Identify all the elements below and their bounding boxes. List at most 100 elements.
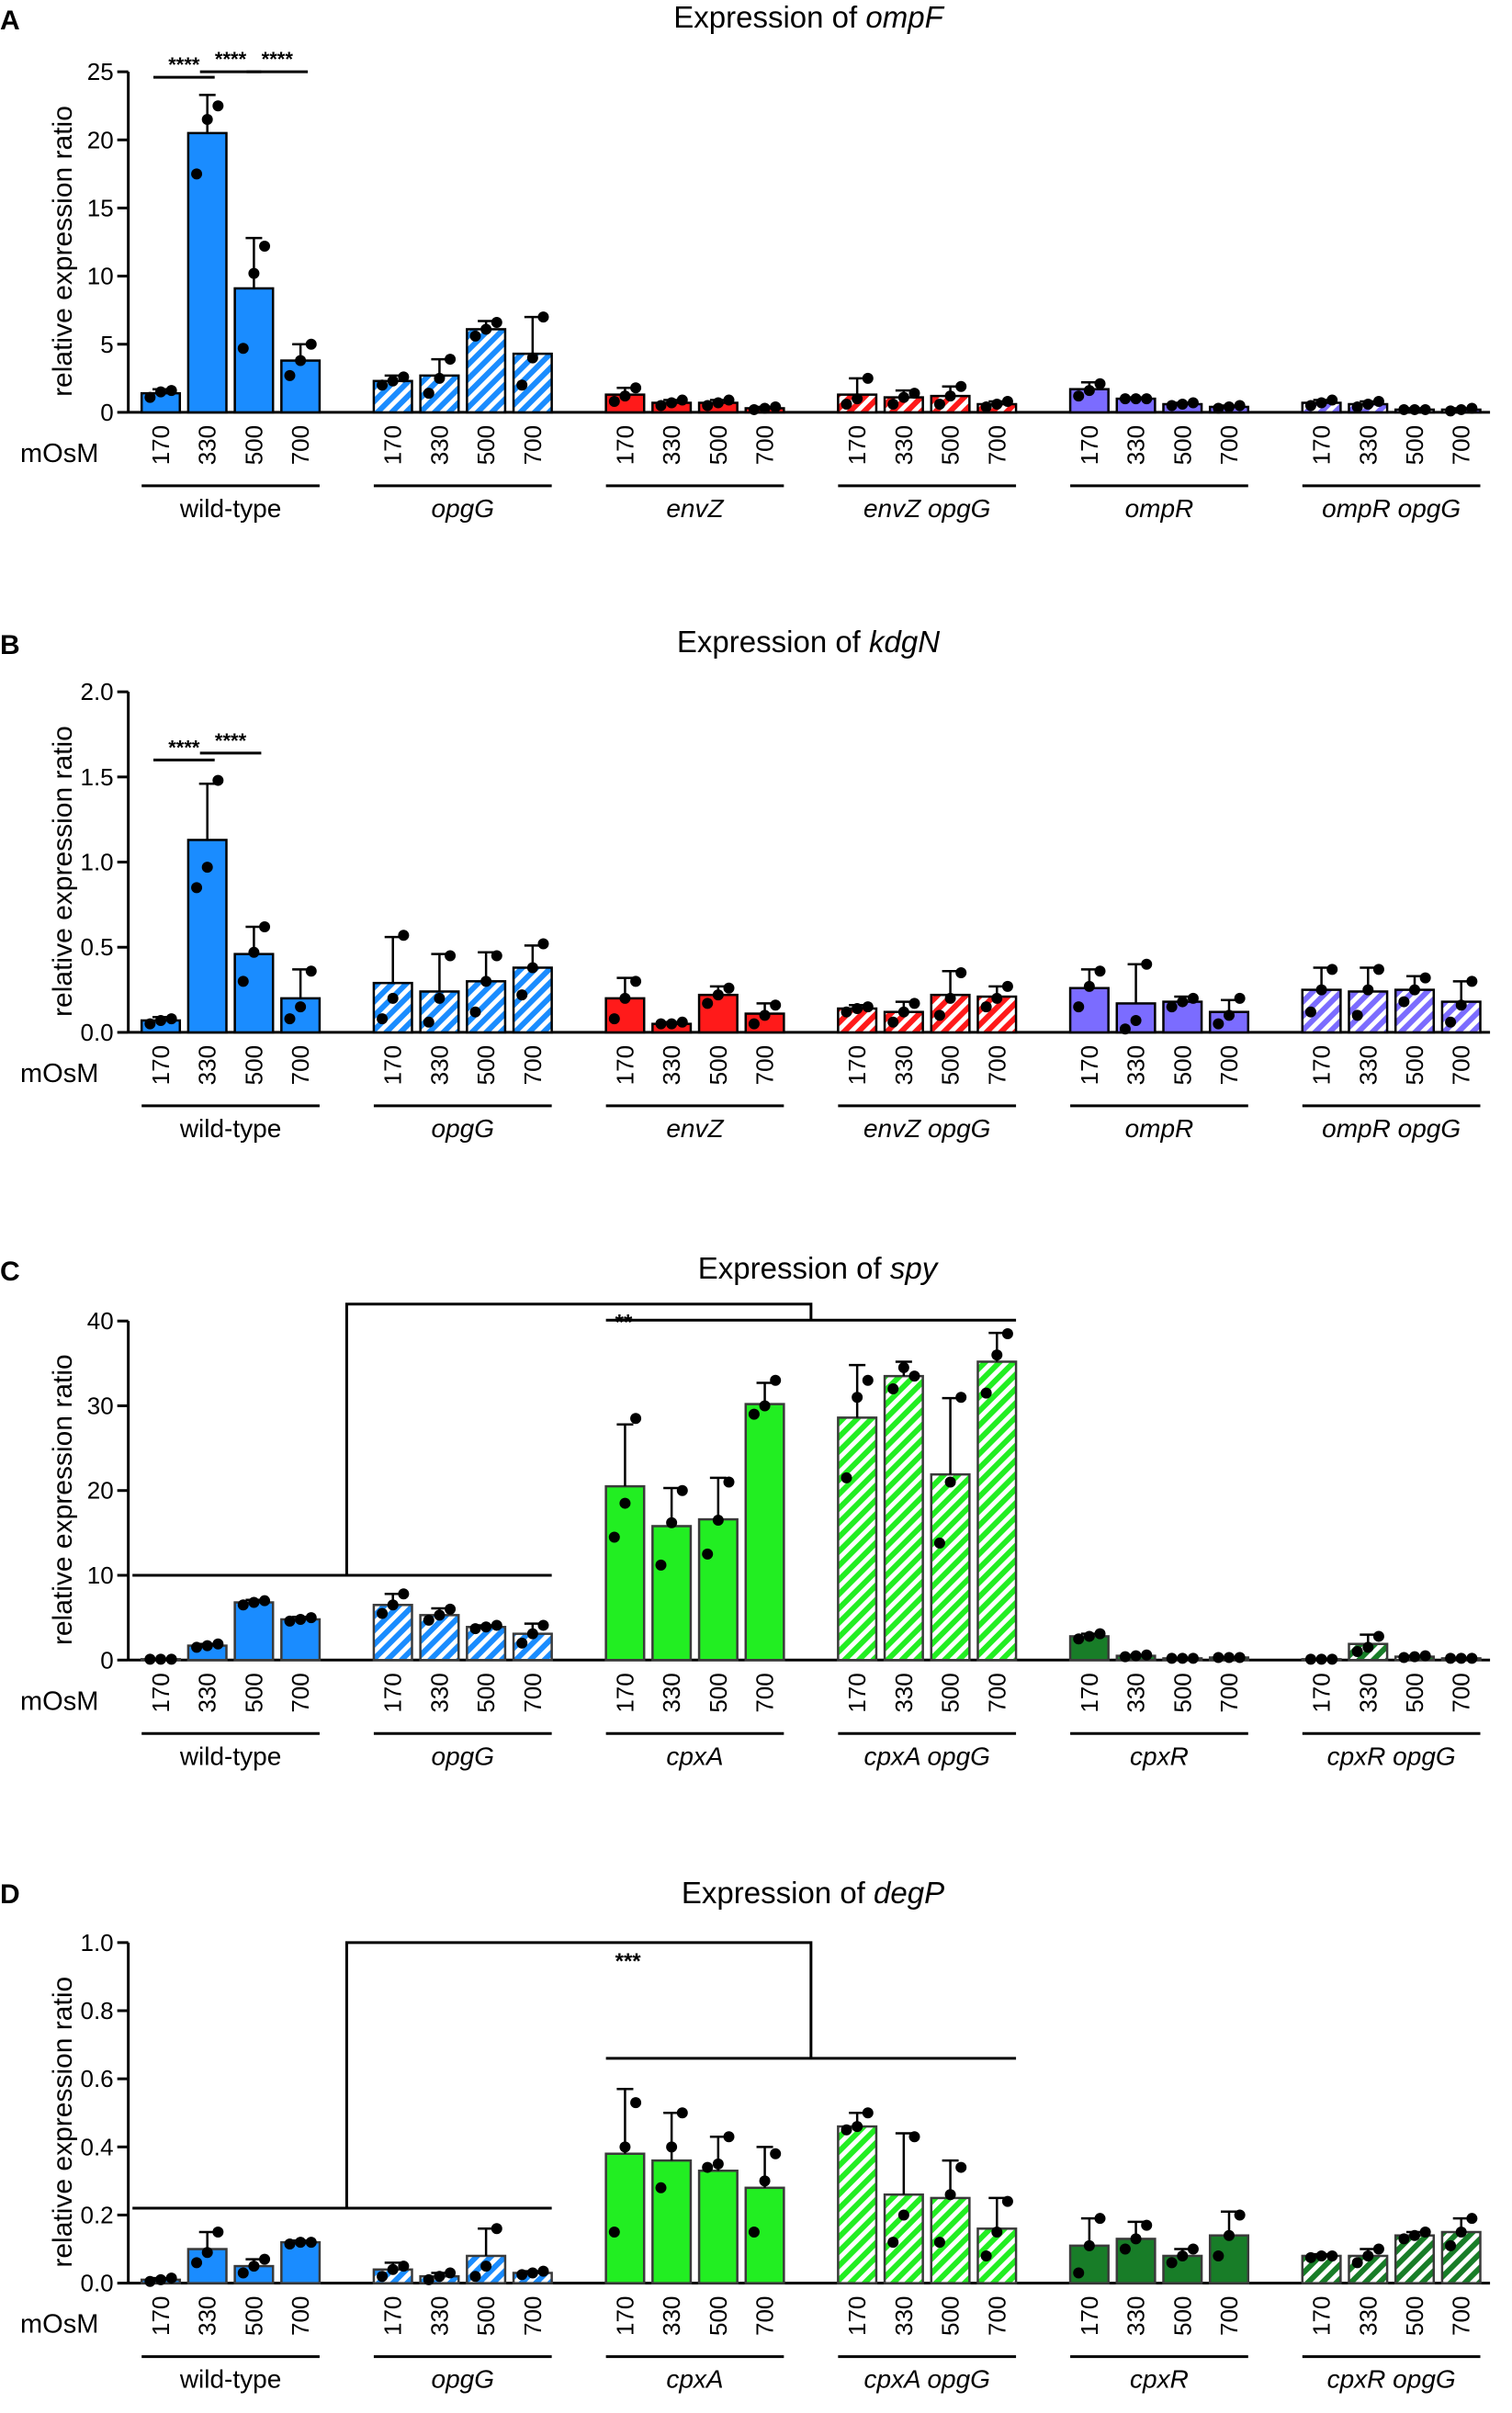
y-tick-label: 40: [87, 1307, 114, 1335]
data-point: [933, 2237, 945, 2249]
data-point: [1455, 1652, 1467, 1664]
x-tick-label: 170: [147, 425, 175, 465]
data-point: [1001, 980, 1013, 992]
data-point: [398, 371, 410, 383]
data-point: [1177, 2250, 1189, 2261]
bracket-connector: [344, 1941, 813, 2209]
panel-a: A Expression of ompF 0 5 10 15 20 25 relative …: [0, 0, 1491, 523]
data-point: [1445, 2239, 1457, 2251]
data-point: [944, 390, 956, 402]
data-point: [377, 2271, 389, 2283]
data-point: [1119, 1651, 1131, 1663]
group-label: envZ opgG: [863, 1114, 991, 1143]
data-point: [1166, 1001, 1178, 1013]
x-tick-label: 700: [1215, 2296, 1243, 2336]
data-point: [748, 1018, 760, 1030]
group-label: wild-type: [179, 2365, 281, 2394]
data-point: [1073, 1633, 1085, 1645]
x-tick-label: 700: [751, 425, 779, 465]
bar: [186, 131, 228, 414]
data-point: [630, 2097, 642, 2109]
data-point: [165, 2272, 177, 2284]
data-point: [955, 1392, 967, 1404]
data-point: [980, 2250, 992, 2261]
x-tick-label: 700: [1215, 425, 1243, 465]
data-point: [630, 975, 642, 987]
data-point: [1094, 2213, 1106, 2225]
x-tick-label: 500: [937, 2296, 965, 2336]
x-tick-label: 500: [937, 1673, 965, 1712]
data-point: [1351, 2257, 1363, 2269]
y-tick-label: 15: [87, 194, 114, 221]
x-tick-label: 170: [1076, 1673, 1103, 1712]
data-point: [1419, 2227, 1431, 2238]
data-point: [841, 1471, 852, 1483]
x-tick-label: 700: [751, 2296, 779, 2336]
data-point: [201, 114, 213, 126]
data-point: [212, 1638, 224, 1650]
data-point: [201, 2247, 213, 2259]
bar: [697, 2170, 739, 2284]
data-point: [1398, 1652, 1410, 1663]
x-tick-label: 700: [519, 425, 547, 465]
x-tick-label: 500: [937, 425, 965, 465]
data-point: [1326, 1653, 1338, 1665]
data-point: [423, 1614, 434, 1626]
data-point: [1166, 2257, 1178, 2269]
x-tick-label: 700: [287, 2296, 314, 2336]
data-point: [1315, 2250, 1327, 2261]
data-point: [759, 2175, 771, 2187]
data-point: [1409, 984, 1421, 996]
data-point: [237, 975, 249, 987]
data-point: [516, 1637, 528, 1649]
data-point: [1362, 399, 1374, 411]
data-point: [491, 950, 502, 962]
data-point: [655, 2182, 667, 2193]
group-label: cpxR: [1130, 1742, 1189, 1770]
data-point: [469, 2271, 481, 2283]
data-point: [1445, 1652, 1457, 1664]
data-point: [1466, 1652, 1478, 1664]
significance-label: ****: [168, 53, 200, 76]
y-tick-label: 0.5: [81, 933, 114, 961]
x-tick-label: 170: [611, 425, 638, 465]
data-point: [259, 1595, 271, 1607]
data-point: [516, 2269, 528, 2281]
data-point: [630, 382, 642, 394]
bar: [1394, 988, 1436, 1034]
x-tick-label: 700: [983, 1673, 1010, 1712]
bar: [837, 1416, 878, 1662]
y-axis-label: relative expression ratio: [48, 1977, 78, 2268]
data-point: [491, 317, 502, 329]
data-point: [259, 920, 271, 932]
data-point: [516, 379, 528, 391]
mosm-label: mOsM: [20, 439, 98, 468]
data-point: [480, 2261, 492, 2272]
x-tick-label: 700: [983, 425, 1010, 465]
x-tick-label: 170: [379, 2296, 407, 2336]
x-tick-label: 170: [843, 1673, 871, 1712]
data-point: [237, 2267, 249, 2279]
data-point: [516, 989, 528, 1001]
group-label: opgG: [432, 2365, 495, 2394]
bracket-label: **: [615, 1311, 633, 1336]
data-point: [259, 2253, 271, 2265]
x-tick-label: 500: [240, 2296, 267, 2336]
y-tick-label: 0.0: [81, 1019, 114, 1046]
data-point: [1001, 1328, 1013, 1340]
data-point: [295, 1001, 307, 1013]
data-point: [377, 1013, 389, 1025]
panel-a-chart: 0 5 10 15 20 25 relative expression ratio mOsM 1…: [20, 48, 1491, 523]
x-tick-label: 700: [287, 425, 314, 465]
data-point: [1372, 964, 1384, 975]
data-point: [1304, 1653, 1316, 1665]
group-label: cpxR: [1130, 2365, 1189, 2394]
data-point: [259, 240, 271, 252]
x-tick-label: 500: [1401, 2296, 1428, 2336]
data-point: [295, 2237, 307, 2249]
y-tick-label: 20: [87, 1477, 114, 1505]
data-point: [655, 1018, 667, 1030]
x-tick-label: 330: [1354, 1673, 1382, 1712]
data-point: [944, 1476, 956, 1488]
